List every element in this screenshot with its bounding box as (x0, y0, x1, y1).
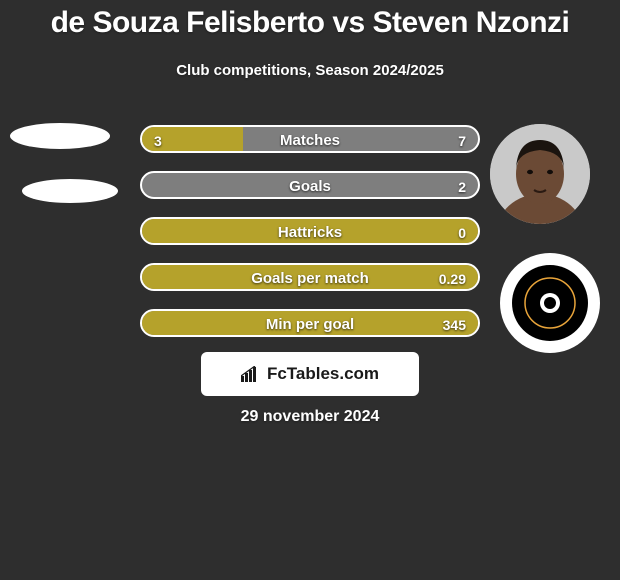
club-badge-ring (519, 272, 581, 334)
stat-row: Goals per match0.29 (140, 263, 480, 291)
stat-row: Hattricks0 (140, 217, 480, 245)
stat-value-left: 3 (154, 127, 162, 151)
stat-row: Matches3 7 (140, 125, 480, 153)
stat-value-right: 345 (443, 311, 466, 335)
stats-bars: Matches3 7 Goals2 Hattricks0 Goals per match… (140, 125, 480, 355)
stat-value-right: 0.29 (439, 265, 466, 289)
stat-label: Goals (142, 173, 478, 197)
watermark-text: FcTables.com (267, 364, 379, 384)
bar-chart-icon (241, 366, 261, 382)
comparison-title: de Souza Felisberto vs Steven Nzonzi (0, 6, 620, 40)
player-left-placeholder-1 (10, 123, 110, 149)
player-right-photo (490, 124, 590, 224)
stat-label: Goals per match (142, 265, 478, 289)
watermark: FcTables.com (201, 352, 419, 396)
stat-value-right: 0 (458, 219, 466, 243)
club-badge-inner (512, 265, 588, 341)
season-subtitle: Club competitions, Season 2024/2025 (0, 62, 620, 79)
stat-label: Min per goal (142, 311, 478, 335)
player-left-placeholder-2 (22, 179, 118, 203)
stat-row: Min per goal345 (140, 309, 480, 337)
stat-label: Hattricks (142, 219, 478, 243)
stat-row: Goals2 (140, 171, 480, 199)
snapshot-date: 29 november 2024 (0, 408, 620, 426)
stat-value-right: 2 (458, 173, 466, 197)
stat-label: Matches (142, 127, 478, 151)
club-right-badge (500, 253, 600, 353)
stat-value-right: 7 (458, 127, 466, 151)
